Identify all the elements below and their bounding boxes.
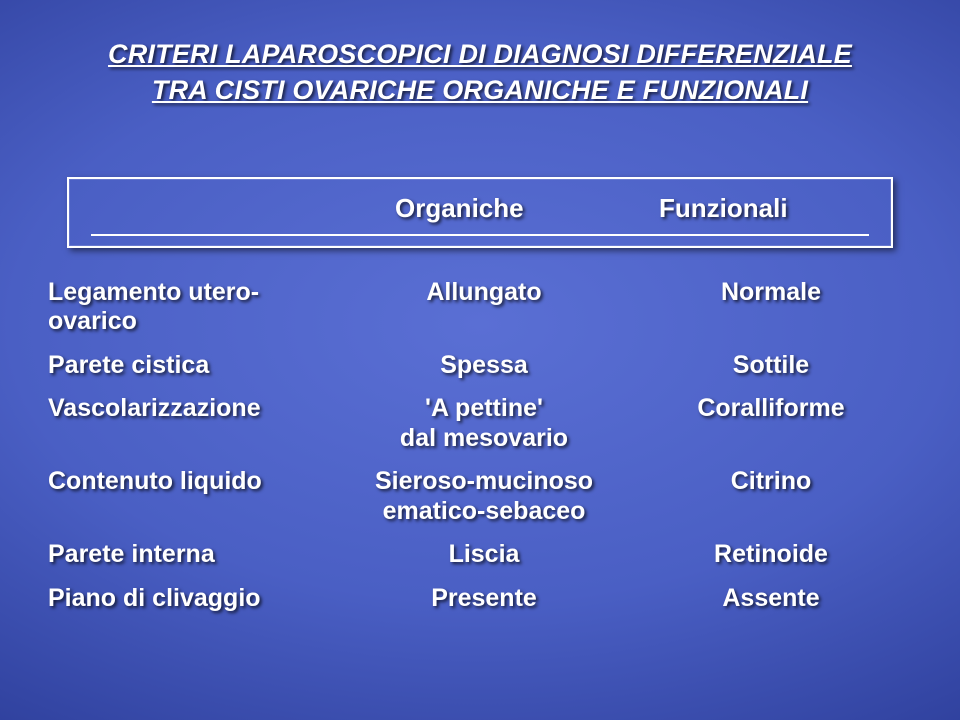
- row-funzionali: Assente: [630, 584, 912, 614]
- row-organiche-sub: dal mesovario: [338, 424, 630, 454]
- title-line-1: CRITERI LAPAROSCOPICI DI DIAGNOSI DIFFER…: [48, 36, 912, 72]
- table-body: Legamento utero-ovarico Allungato Normal…: [48, 278, 912, 614]
- title-block: CRITERI LAPAROSCOPICI DI DIAGNOSI DIFFER…: [48, 36, 912, 109]
- table-row: Contenuto liquido Sieroso-mucinoso emati…: [48, 467, 912, 526]
- row-label: Piano di clivaggio: [48, 584, 338, 614]
- row-funzionali: Normale: [630, 278, 912, 308]
- row-organiche-main: Sieroso-mucinoso: [375, 467, 593, 495]
- row-funzionali: Retinoide: [630, 540, 912, 570]
- header-funzionali: Funzionali: [659, 193, 869, 224]
- row-organiche-sub: ematico-sebaceo: [338, 497, 630, 527]
- row-organiche: Allungato: [338, 278, 630, 308]
- row-organiche: Spessa: [338, 351, 630, 381]
- row-label: Vascolarizzazione: [48, 394, 338, 424]
- row-label: Contenuto liquido: [48, 467, 338, 497]
- row-label: Legamento utero-ovarico: [48, 278, 338, 337]
- table-row: Vascolarizzazione 'A pettine' dal mesova…: [48, 394, 912, 453]
- row-label: Parete interna: [48, 540, 338, 570]
- table-row: Parete interna Liscia Retinoide: [48, 540, 912, 570]
- header-organiche: Organiche: [395, 193, 659, 224]
- row-organiche: Presente: [338, 584, 630, 614]
- row-organiche: 'A pettine' dal mesovario: [338, 394, 630, 453]
- table-row: Piano di clivaggio Presente Assente: [48, 584, 912, 614]
- criteria-table: Organiche Funzionali: [67, 177, 893, 248]
- slide-root: CRITERI LAPAROSCOPICI DI DIAGNOSI DIFFER…: [0, 0, 960, 720]
- row-organiche: Liscia: [338, 540, 630, 570]
- row-funzionali: Sottile: [630, 351, 912, 381]
- row-organiche-main: 'A pettine': [425, 394, 543, 422]
- table-row: Legamento utero-ovarico Allungato Normal…: [48, 278, 912, 337]
- row-funzionali: Citrino: [630, 467, 912, 497]
- header-spacer: [91, 193, 395, 224]
- table-header-row: Organiche Funzionali: [91, 193, 869, 236]
- row-label: Parete cistica: [48, 351, 338, 381]
- table-row: Parete cistica Spessa Sottile: [48, 351, 912, 381]
- row-organiche: Sieroso-mucinoso ematico-sebaceo: [338, 467, 630, 526]
- title-line-2: TRA CISTI OVARICHE ORGANICHE E FUNZIONAL…: [48, 72, 912, 108]
- row-funzionali: Coralliforme: [630, 394, 912, 424]
